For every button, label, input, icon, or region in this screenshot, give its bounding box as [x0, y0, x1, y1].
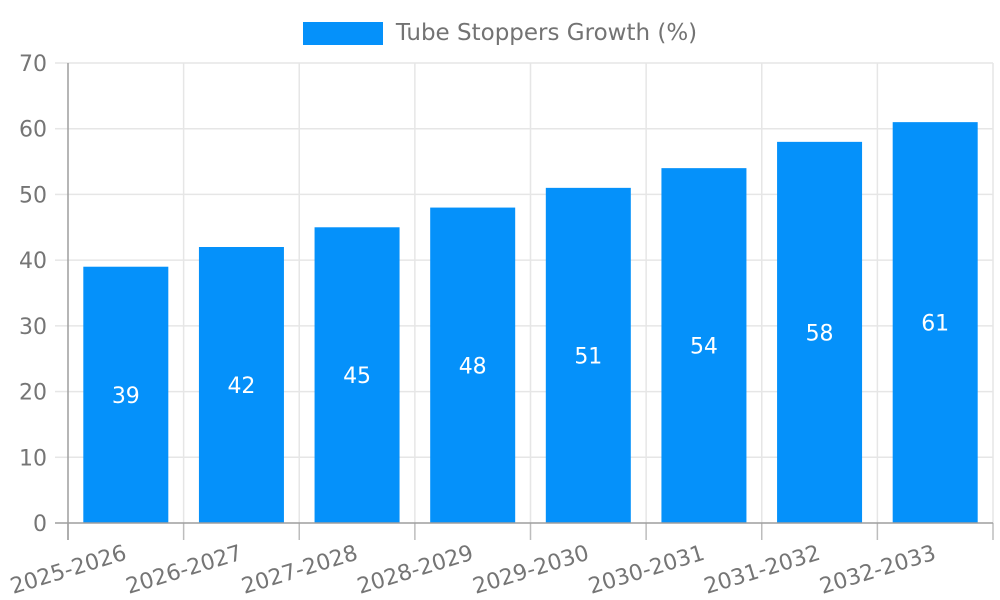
- y-tick-label: 0: [33, 512, 47, 537]
- bar-2027-2028[interactable]: [314, 227, 400, 524]
- x-tick-label: 2026-2027: [123, 541, 245, 600]
- bar-2025-2026[interactable]: [83, 266, 169, 523]
- bar-value-label: 54: [690, 335, 718, 360]
- bar-value-label: 58: [806, 321, 834, 346]
- y-tick-label: 50: [19, 183, 47, 208]
- bar-value-label: 51: [574, 344, 602, 369]
- bar-2028-2029[interactable]: [430, 207, 516, 524]
- x-tick-label: 2030-2031: [586, 541, 708, 600]
- bar-2032-2033[interactable]: [892, 122, 978, 524]
- x-tick-label: 2027-2028: [239, 541, 361, 600]
- bar-value-label: 48: [459, 354, 487, 379]
- bar-2031-2032[interactable]: [777, 141, 863, 523]
- y-tick-label: 40: [19, 249, 47, 274]
- y-tick-label: 10: [19, 446, 47, 471]
- bar-2026-2027[interactable]: [198, 247, 284, 523]
- y-tick-label: 30: [19, 315, 47, 340]
- x-tick-label: 2032-2033: [817, 541, 939, 600]
- bar-value-label: 61: [921, 312, 949, 337]
- y-tick-label: 70: [19, 52, 47, 77]
- bar-value-label: 45: [343, 364, 371, 389]
- x-tick-label: 2031-2032: [701, 541, 823, 600]
- x-tick-label: 2028-2029: [354, 541, 476, 600]
- bar-2030-2031[interactable]: [661, 168, 747, 523]
- bar-value-label: 39: [112, 384, 140, 409]
- y-tick-label: 20: [19, 381, 47, 406]
- y-tick-label: 60: [19, 118, 47, 143]
- legend[interactable]: Tube Stoppers Growth (%): [0, 8, 1000, 58]
- x-tick-label: 2025-2026: [8, 541, 130, 600]
- bar-2029-2030[interactable]: [545, 187, 631, 523]
- legend-label: Tube Stoppers Growth (%): [395, 20, 698, 46]
- bar-value-label: 42: [227, 374, 255, 399]
- x-tick-label: 2029-2030: [470, 541, 592, 600]
- legend-swatch: [302, 21, 383, 45]
